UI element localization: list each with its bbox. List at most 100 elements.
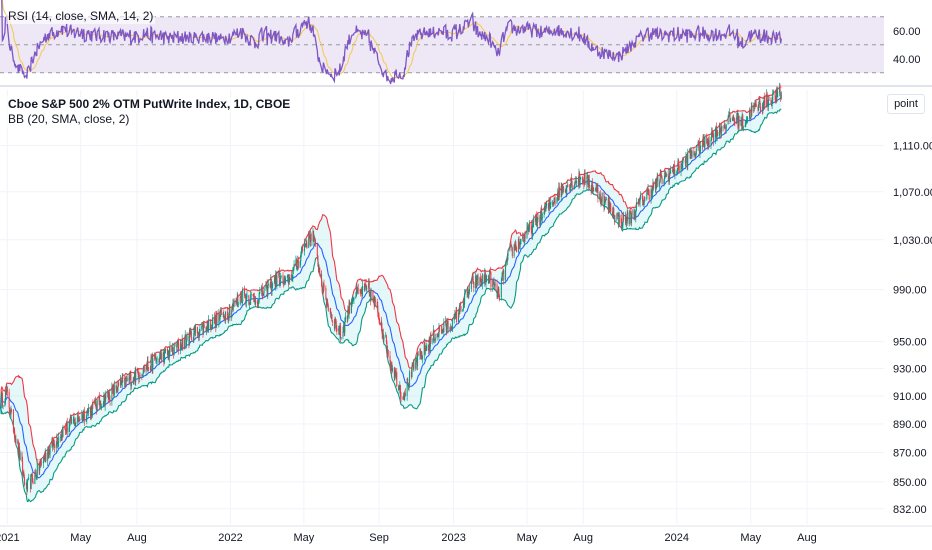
candle-body <box>668 172 670 182</box>
bollinger-legend[interactable]: BB (20, SMA, close, 2) <box>6 112 132 127</box>
candle-body <box>549 199 551 207</box>
candle-body <box>539 217 541 225</box>
price-tick-label: 990.00 <box>893 285 927 297</box>
candle-body <box>338 328 340 332</box>
candle-body <box>2 405 4 407</box>
candle-body <box>374 299 376 303</box>
candle-body <box>6 386 8 392</box>
candle-body <box>687 152 689 167</box>
candle-body <box>126 377 128 382</box>
candle-body <box>323 284 325 288</box>
candle-body <box>420 349 422 356</box>
candle-body <box>107 392 109 394</box>
candle-body <box>286 277 288 278</box>
candle-body <box>676 171 678 174</box>
candle-body <box>442 329 444 333</box>
candle-body <box>30 474 32 489</box>
candle-body <box>664 172 666 176</box>
time-tick-label: May <box>517 532 538 544</box>
candle-body <box>776 89 778 98</box>
candle-body <box>653 182 655 189</box>
candle-body <box>519 243 521 246</box>
candle-body <box>364 284 366 290</box>
candle-body <box>248 295 250 305</box>
candle-body <box>603 192 605 208</box>
candle-body <box>73 419 75 420</box>
rsi-tick-label: 40.00 <box>893 54 921 66</box>
candle-body <box>45 452 47 461</box>
candle-body <box>629 210 631 224</box>
candle-body <box>456 310 458 322</box>
candle-body <box>186 335 188 340</box>
candle-body <box>701 145 703 147</box>
candle-body <box>96 400 98 411</box>
scale-mode-button[interactable]: point <box>887 94 925 114</box>
candle-body <box>188 335 190 345</box>
candle-body <box>399 385 401 388</box>
candle-body <box>751 105 753 112</box>
candle-body <box>87 409 89 413</box>
candle-body <box>233 303 235 307</box>
candle-body <box>520 238 522 244</box>
candle-body <box>100 403 102 408</box>
candle-body <box>47 451 49 461</box>
candle-body <box>223 316 225 319</box>
price-axis-ticks[interactable]: 1,110.00 1,070.00 1,030.00 990.00 950.00 930.… <box>893 141 932 516</box>
candle-body <box>108 392 110 400</box>
candle-body <box>66 421 68 432</box>
candle-body <box>334 318 336 329</box>
candle-body <box>30 478 32 489</box>
candle-body <box>310 234 312 242</box>
candle-body <box>749 110 751 119</box>
candle-body <box>270 279 272 292</box>
time-axis-ticks[interactable]: 2021 May Aug 2022 May Sep 2023 May Aug 2024 May Aug <box>0 532 817 544</box>
candle-body <box>346 316 348 320</box>
candle-body <box>693 153 695 155</box>
candle-body <box>160 352 162 356</box>
candle-body <box>717 131 719 136</box>
candle-body <box>382 333 384 340</box>
candle-body <box>235 300 237 305</box>
candle-body <box>716 131 718 139</box>
candle-body <box>489 270 491 281</box>
candle-body <box>142 373 144 376</box>
candle-body <box>579 172 581 185</box>
symbol-legend[interactable]: Cboe S&P 500 2% OTM PutWrite Index, 1D, … <box>6 97 293 112</box>
candle-body <box>711 132 713 140</box>
rsi-legend[interactable]: RSI (14, close, SMA, 14, 2) <box>6 9 156 24</box>
candle-body <box>171 347 173 352</box>
candle-body <box>117 382 119 392</box>
candle-body <box>5 390 7 403</box>
candle-body <box>724 124 726 128</box>
candle-body <box>112 385 114 390</box>
candle-body <box>428 344 430 351</box>
candle-body <box>135 368 137 382</box>
candle-body <box>340 325 342 338</box>
price-tick-label: 870.00 <box>893 447 927 459</box>
candle-body <box>434 337 436 342</box>
candle-body <box>635 210 637 219</box>
candle-body <box>158 358 160 363</box>
candle-body <box>577 180 579 185</box>
candle-body <box>13 431 15 433</box>
candle-body <box>639 198 641 203</box>
candle-body <box>411 365 413 378</box>
candle-body <box>121 377 123 384</box>
candle-body <box>184 334 186 340</box>
candle-body <box>605 198 607 200</box>
candle-body <box>207 322 209 332</box>
candle-body <box>566 184 568 186</box>
candle-body <box>283 278 285 284</box>
candle-body <box>686 156 688 167</box>
candle-body <box>335 318 337 322</box>
candle-body <box>514 244 516 251</box>
candle-body <box>82 415 84 421</box>
candle-body <box>258 293 260 301</box>
candle-body <box>270 279 272 288</box>
candle-body <box>327 301 329 306</box>
candle-body <box>226 311 228 319</box>
candle-body <box>443 323 445 333</box>
candle-body <box>668 176 670 182</box>
candle-body <box>459 303 461 314</box>
candle-body <box>496 283 498 298</box>
